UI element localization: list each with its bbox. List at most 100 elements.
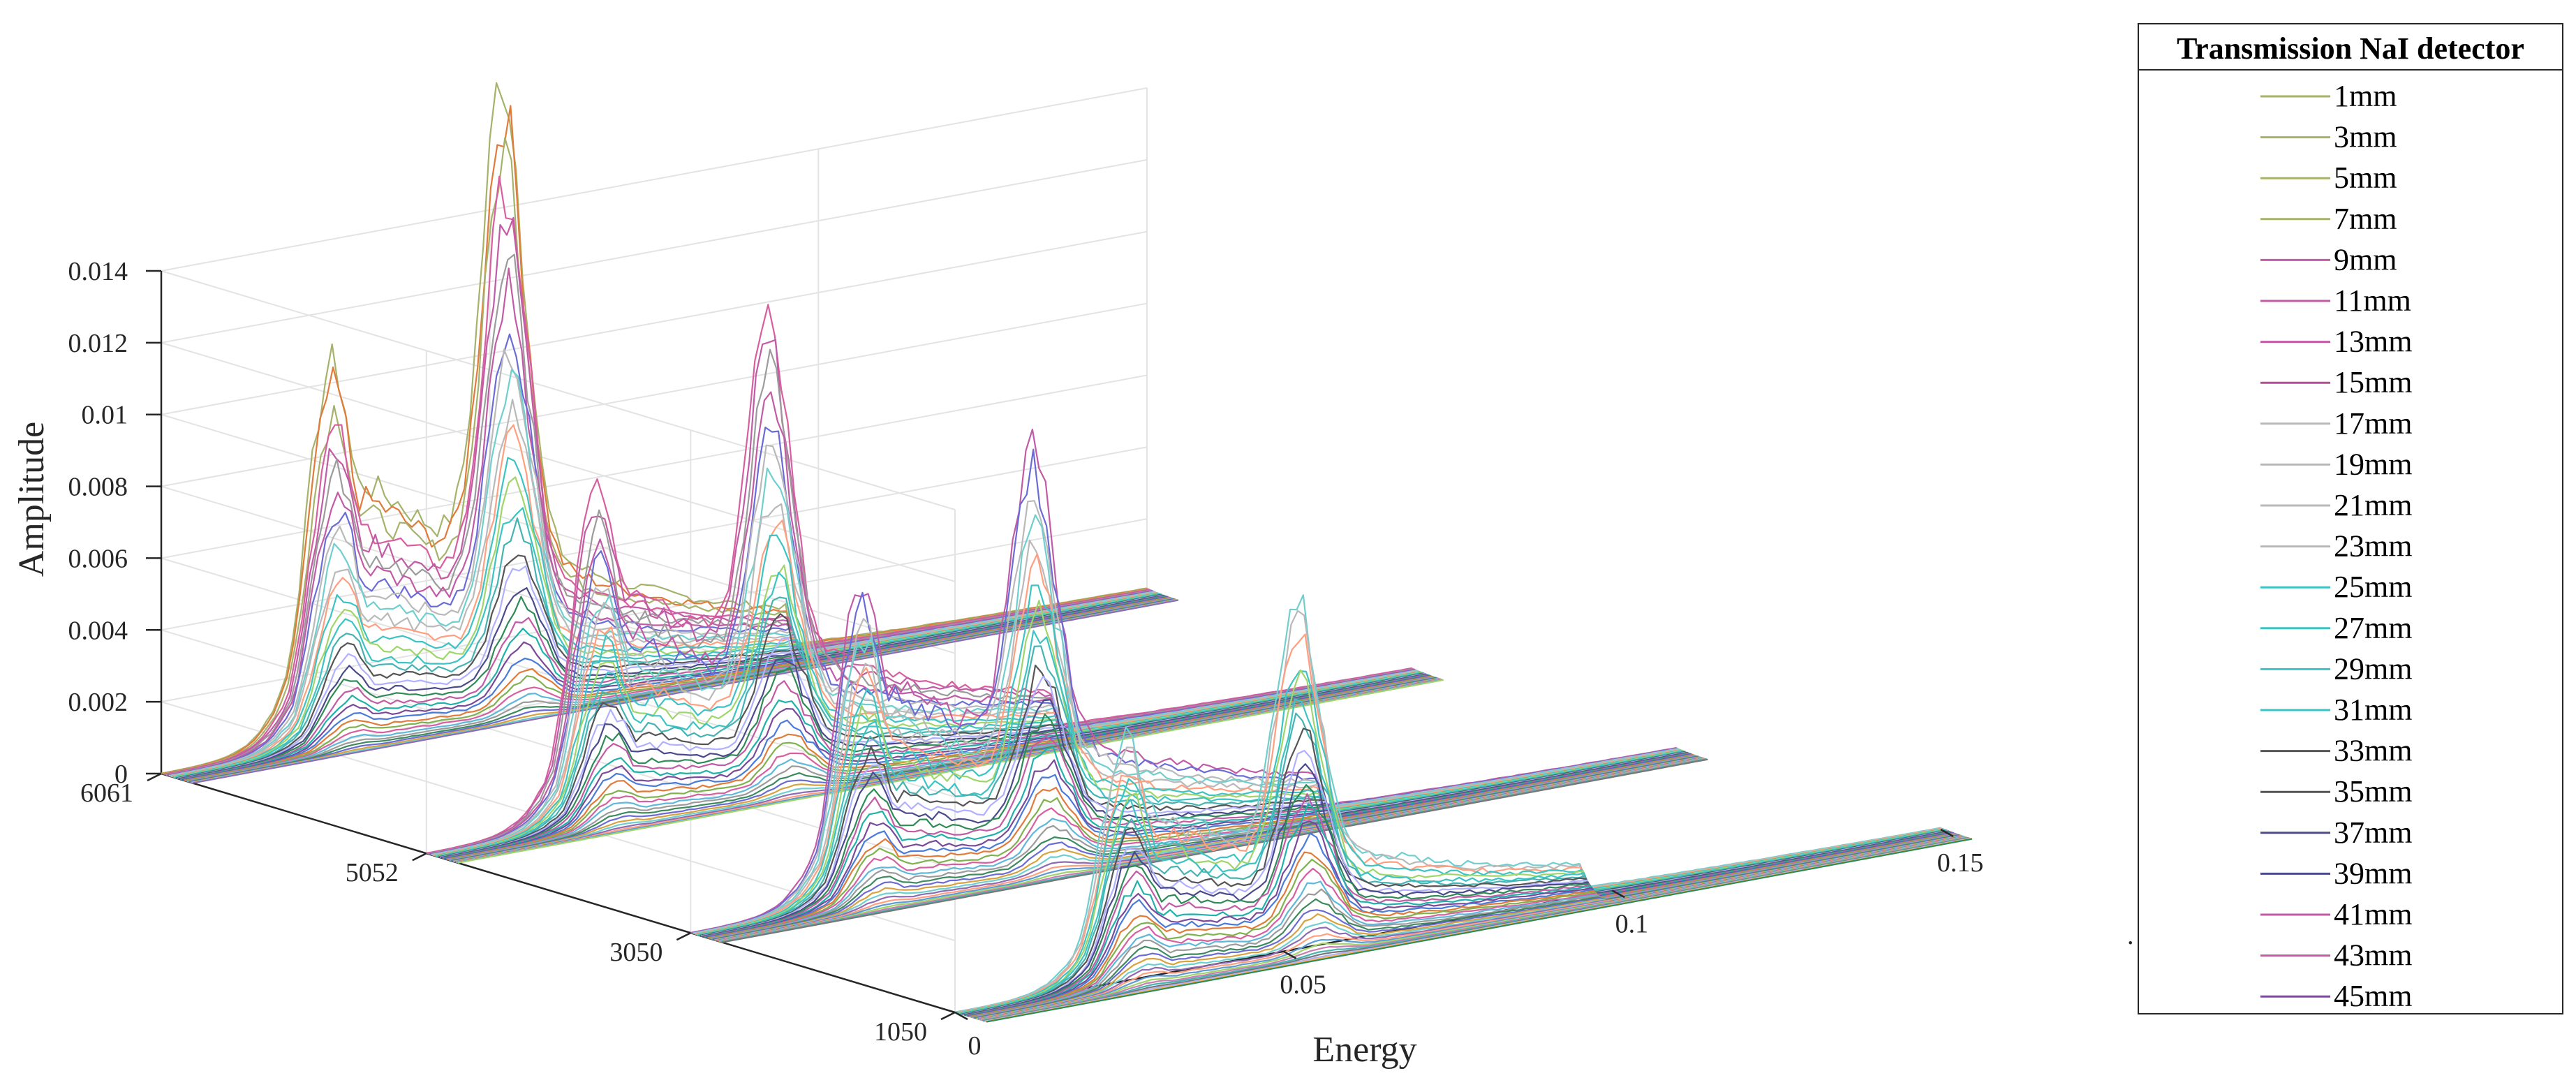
z-tick-label: 0.012 bbox=[68, 329, 128, 358]
legend-label: 1mm bbox=[2334, 79, 2397, 113]
grid-line-z-back bbox=[161, 87, 1148, 272]
legend-entry: 39mm bbox=[2260, 856, 2412, 890]
legend-label: 3mm bbox=[2334, 120, 2397, 154]
legend-label: 31mm bbox=[2334, 693, 2412, 727]
z-tick-label: 0.002 bbox=[68, 688, 128, 717]
legend-entry: 15mm bbox=[2260, 365, 2412, 399]
y-tick-label: 3050 bbox=[609, 938, 662, 967]
legend-label: 29mm bbox=[2334, 651, 2412, 686]
x-axis-label: Energy bbox=[1312, 1030, 1416, 1070]
grid-line-z-side bbox=[161, 341, 956, 582]
z-tick-label: 0.01 bbox=[82, 401, 128, 430]
grid-line-z-back bbox=[161, 302, 1148, 487]
series-line bbox=[691, 448, 1678, 934]
legend-entry: 9mm bbox=[2260, 242, 2397, 276]
tick-labels: 0 0.002 0.004 0.006 0.008 0.01 0.012 0.014 0 0.05… bbox=[68, 257, 1984, 1061]
series-line bbox=[166, 267, 1153, 776]
series-line bbox=[170, 369, 1156, 777]
x-tick-label: 0.15 bbox=[1937, 848, 1984, 878]
z-tick-label: 0.004 bbox=[68, 616, 128, 645]
legend-entry: 3mm bbox=[2260, 120, 2397, 154]
x-tick-mark bbox=[1283, 950, 1297, 959]
legend-label: 15mm bbox=[2334, 365, 2412, 399]
legend: Transmission NaI detector 1mm 3mm 5mm 7mm 9m… bbox=[2138, 23, 2563, 1014]
y-tick-mark bbox=[940, 1011, 956, 1021]
z-tick-label: 0 bbox=[114, 760, 128, 789]
legend-label: 27mm bbox=[2334, 611, 2412, 645]
grid-line-z-back bbox=[161, 374, 1148, 559]
legend-label: 11mm bbox=[2334, 283, 2411, 318]
series-line bbox=[964, 783, 1950, 1017]
series-line bbox=[722, 758, 1708, 943]
y-tick-mark bbox=[676, 931, 691, 941]
y-tick-mark bbox=[147, 772, 162, 782]
legend-label: 37mm bbox=[2334, 815, 2412, 850]
legend-label: 35mm bbox=[2334, 774, 2412, 809]
grid-line-z-back bbox=[161, 446, 1148, 631]
legend-items: 1mm 3mm 5mm 7mm 9mm 11mm 13mm 15mm 17mm 19mm 21mm 2… bbox=[2260, 79, 2412, 1013]
legend-label: 13mm bbox=[2334, 325, 2412, 359]
legend-label: 17mm bbox=[2334, 406, 2412, 441]
x-tick-mark bbox=[954, 1011, 968, 1021]
y-tick-mark bbox=[412, 852, 427, 862]
series-line bbox=[986, 838, 1973, 1023]
series-line bbox=[162, 105, 1148, 775]
legend-label: 33mm bbox=[2334, 734, 2412, 768]
legend-entry: 43mm bbox=[2260, 938, 2412, 973]
z-axis-label: Amplitude bbox=[12, 422, 52, 577]
legend-label: 21mm bbox=[2334, 488, 2412, 522]
legend-entry: 35mm bbox=[2260, 774, 2412, 809]
axes bbox=[160, 271, 1941, 1014]
legend-entry: 19mm bbox=[2260, 447, 2412, 481]
x-tick-mark bbox=[1611, 890, 1625, 899]
z-tick-label: 0.008 bbox=[68, 473, 128, 502]
legend-entry: 37mm bbox=[2260, 815, 2412, 850]
legend-label: 43mm bbox=[2334, 938, 2412, 973]
legend-label: 9mm bbox=[2334, 242, 2397, 276]
legend-box bbox=[2138, 23, 2563, 1014]
legend-label: 19mm bbox=[2334, 447, 2412, 481]
y-axis-line bbox=[161, 772, 956, 1014]
stray-dot: . bbox=[2127, 921, 2134, 950]
legend-label: 7mm bbox=[2334, 202, 2397, 236]
series-line bbox=[163, 175, 1150, 776]
legend-entry: 45mm bbox=[2260, 979, 2412, 1013]
legend-entry: 1mm bbox=[2260, 79, 2397, 113]
y-tick-label: 6061 bbox=[80, 778, 133, 808]
grid-line-z-back bbox=[161, 518, 1148, 703]
x-tick-label: 0.1 bbox=[1615, 909, 1649, 938]
x-tick-mark bbox=[1940, 828, 1954, 838]
legend-label: 25mm bbox=[2334, 570, 2412, 604]
series-line bbox=[436, 564, 1422, 857]
legend-entry: 5mm bbox=[2260, 161, 2397, 195]
grid-line-z-side bbox=[161, 413, 956, 654]
legend-entry: 17mm bbox=[2260, 406, 2412, 441]
legend-label: 39mm bbox=[2334, 856, 2412, 890]
legend-label: 5mm bbox=[2334, 161, 2397, 195]
legend-entry: 29mm bbox=[2260, 651, 2412, 686]
legend-title: Transmission NaI detector bbox=[2177, 31, 2524, 66]
series-line bbox=[696, 584, 1682, 936]
legend-entry: 23mm bbox=[2260, 529, 2412, 563]
legend-entry: 27mm bbox=[2260, 611, 2412, 645]
legend-entry: 21mm bbox=[2260, 488, 2412, 522]
legend-entry: 25mm bbox=[2260, 570, 2412, 604]
grid-line-z-side bbox=[161, 557, 956, 798]
z-tick-label: 0.014 bbox=[68, 257, 128, 286]
y-tick-label: 1050 bbox=[874, 1017, 927, 1047]
legend-entry: 31mm bbox=[2260, 693, 2412, 727]
legend-entry: 13mm bbox=[2260, 325, 2412, 359]
y-tick-label: 5052 bbox=[346, 858, 399, 887]
legend-label: 23mm bbox=[2334, 529, 2412, 563]
legend-entry: 33mm bbox=[2260, 734, 2412, 768]
legend-entry: 7mm bbox=[2260, 202, 2397, 236]
legend-label: 41mm bbox=[2334, 897, 2412, 931]
z-tick-label: 0.006 bbox=[68, 544, 128, 573]
legend-entry: 41mm bbox=[2260, 897, 2412, 931]
legend-entry: 11mm bbox=[2260, 283, 2411, 318]
grid-line-z-side bbox=[161, 270, 956, 510]
series-lines bbox=[161, 82, 1973, 1023]
grid-line-z-back bbox=[161, 158, 1148, 344]
x-tick-label: 0.05 bbox=[1280, 970, 1326, 1000]
